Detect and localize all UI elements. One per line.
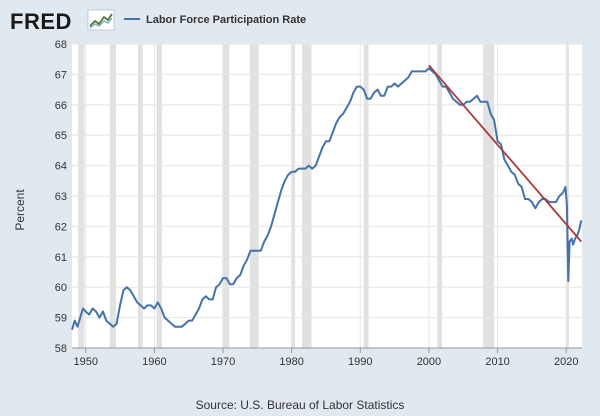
y-tick-label-62: 62 <box>55 221 67 233</box>
y-tick-label-60: 60 <box>55 282 67 294</box>
y-tick-label-67: 67 <box>55 69 67 81</box>
y-tick-label-64: 64 <box>55 161 67 173</box>
y-axis-title: Percent <box>13 189 27 231</box>
x-tick-label-2000: 2000 <box>417 356 441 368</box>
y-tick-label-58: 58 <box>55 343 67 355</box>
fred-logo-text[interactable]: FRED <box>10 9 72 34</box>
y-tick-label-65: 65 <box>55 130 67 142</box>
series-lines <box>71 64 583 331</box>
x-tick-label-1990: 1990 <box>348 356 372 368</box>
y-tick-label-66: 66 <box>55 100 67 112</box>
y-tick-label-63: 63 <box>55 191 67 203</box>
fred-chart-logo-icon <box>87 9 115 31</box>
y-tick-label-68: 68 <box>55 39 67 51</box>
y-tick-label-59: 59 <box>55 313 67 325</box>
legend-label[interactable]: Labor Force Participation Rate <box>146 14 306 26</box>
x-tick-label-1950: 1950 <box>73 356 97 368</box>
x-tick-label-2020: 2020 <box>554 356 578 368</box>
y-tick-label-61: 61 <box>55 252 67 264</box>
x-tick-label-2010: 2010 <box>485 356 509 368</box>
trend-line[interactable] <box>428 64 582 243</box>
x-tick-label-1970: 1970 <box>211 356 235 368</box>
x-tick-label-1960: 1960 <box>142 356 166 368</box>
series-line-labor-force-participation-rate[interactable] <box>71 67 583 331</box>
grid-lines <box>72 43 582 353</box>
x-tick-label-1980: 1980 <box>279 356 303 368</box>
x-tick-labels: 1950 1960 1970 1980 1990 2000 2010 2020 <box>73 356 578 368</box>
source-text: Source: U.S. Bureau of Labor Statistics <box>196 398 405 412</box>
y-tick-labels: 58 59 60 61 62 63 64 65 66 67 68 <box>55 39 67 355</box>
header: FRED Labor Force Participation Rate <box>10 9 306 34</box>
